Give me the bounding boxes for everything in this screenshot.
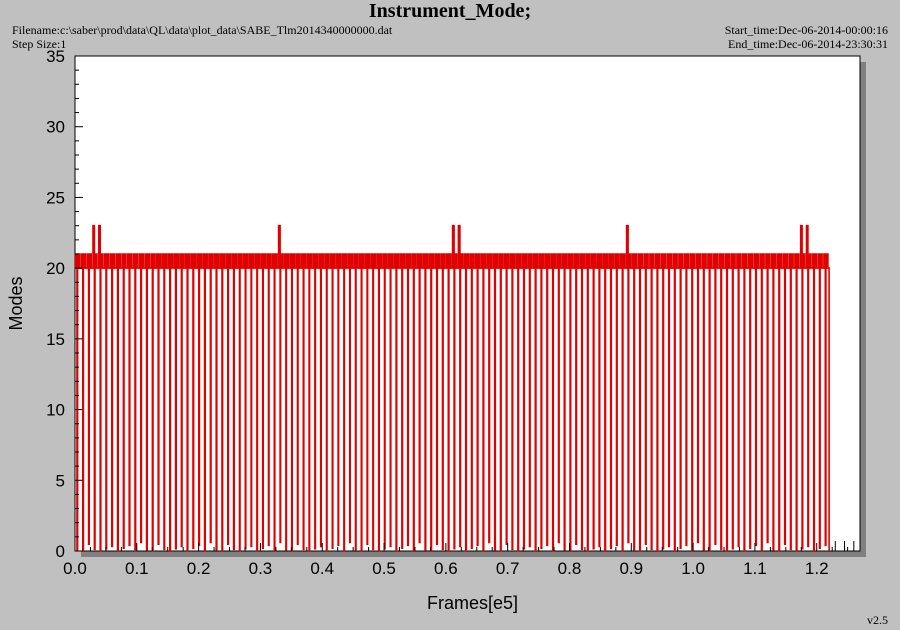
y-tick-label: 10 <box>46 401 65 420</box>
end-time-text: End_time:Dec-06-2014-23:30:31 <box>728 37 888 51</box>
y-tick-label: 5 <box>56 471 65 490</box>
version-label: v2.5 <box>867 613 888 627</box>
series-line <box>74 224 830 552</box>
x-tick-label: 0.7 <box>496 559 520 578</box>
x-tick-label: 0.2 <box>187 559 211 578</box>
start-time-text: Start_time:Dec-06-2014-00:00:16 <box>724 23 888 37</box>
x-tick-label: 0.9 <box>619 559 643 578</box>
x-tick-label: 0.0 <box>63 559 87 578</box>
chart-title: Instrument_Mode; <box>368 0 532 22</box>
file-info: Filename:c:\saber\prod\data\QL\data\plot… <box>12 23 392 51</box>
x-tick-label: 1.1 <box>743 559 767 578</box>
y-tick-label: 15 <box>46 330 65 349</box>
y-tick-label: 25 <box>46 188 65 207</box>
x-tick-label: 0.5 <box>372 559 396 578</box>
x-tick-label: 0.8 <box>558 559 582 578</box>
x-tick-label: 0.3 <box>249 559 273 578</box>
x-tick-label: 0.6 <box>434 559 458 578</box>
x-tick-label: 1.0 <box>681 559 705 578</box>
y-tick-label: 30 <box>46 118 65 137</box>
x-tick-label: 1.2 <box>805 559 829 578</box>
x-axis-label: Frames[e5] <box>427 593 518 613</box>
x-tick-label: 0.4 <box>310 559 334 578</box>
y-tick-label: 20 <box>46 259 65 278</box>
filename-text: Filename:c:\saber\prod\data\QL\data\plot… <box>12 23 393 37</box>
y-tick-label: 35 <box>46 47 65 66</box>
y-tick-label: 0 <box>56 542 65 561</box>
x-tick-label: 0.1 <box>125 559 149 578</box>
time-info: Start_time:Dec-06-2014-00:00:16 End_time… <box>725 23 888 51</box>
y-axis-label: Modes <box>6 276 26 330</box>
step-size-text: Step Size:1 <box>12 37 67 51</box>
